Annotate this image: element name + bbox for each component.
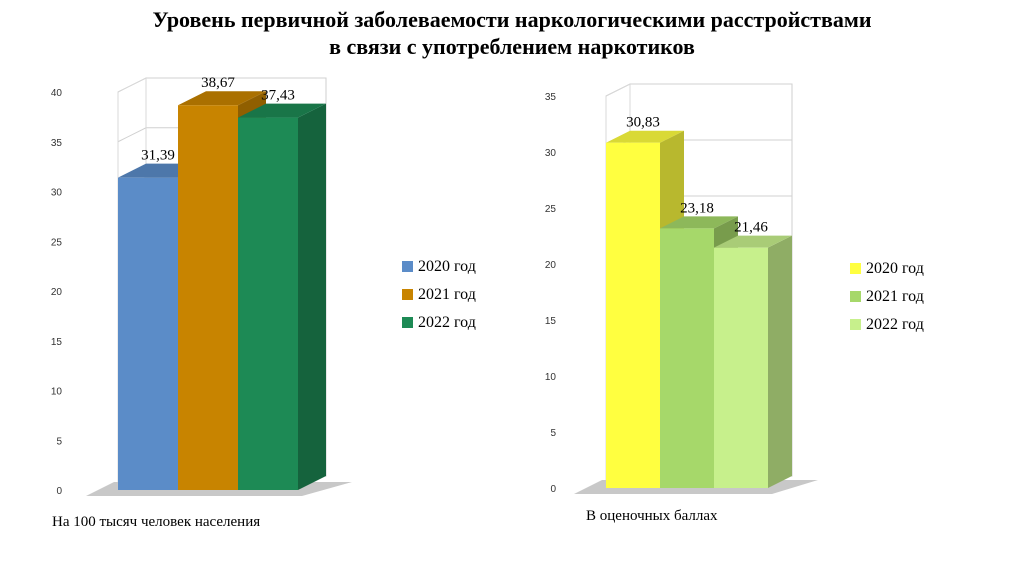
title-line-1: Уровень первичной заболеваемости нарколо… — [152, 7, 872, 32]
y-tick-label: 0 — [56, 486, 62, 497]
legend-label: 2020 год — [866, 260, 924, 277]
bar-front — [178, 105, 238, 491]
bar-front — [714, 247, 768, 488]
legend-item: 2021 год — [850, 288, 924, 305]
y-axis: 0 5 10 15 20 25 30 35 40 — [51, 88, 63, 497]
bar-2022-год: 37,43 — [238, 88, 326, 490]
bar-front — [118, 177, 178, 490]
y-tick-label: 30 — [545, 148, 557, 159]
y-tick-label: 25 — [51, 237, 63, 248]
legend-swatch — [402, 261, 413, 272]
bars: 31,39 38,67 37,43 — [118, 75, 326, 491]
bar-top — [606, 130, 684, 143]
legend-label: 2020 год — [418, 258, 476, 275]
legend-label: 2021 год — [866, 288, 924, 305]
legend-item: 2020 год — [402, 258, 476, 275]
legend-swatch — [850, 291, 861, 302]
bar-top — [714, 235, 792, 248]
y-axis: 0 5 10 15 20 25 30 35 — [545, 92, 557, 495]
legend-swatch — [402, 317, 413, 328]
data-label: 37,43 — [261, 88, 295, 104]
data-label: 31,39 — [141, 148, 175, 164]
chart-title: Уровень первичной заболеваемости нарколо… — [0, 6, 1024, 60]
x-axis-label: В оценочных баллах — [586, 508, 718, 524]
data-label: 30,83 — [626, 115, 660, 131]
legend-item: 2022 год — [402, 314, 476, 331]
y-tick-label: 20 — [51, 287, 63, 298]
y-tick-label: 35 — [51, 138, 63, 149]
legend-item: 2022 год — [850, 316, 924, 333]
bar-front — [660, 228, 714, 488]
legend: 2020 год 2021 год 2022 год — [402, 258, 476, 331]
bar-side — [768, 235, 792, 488]
data-label: 38,67 — [201, 75, 235, 91]
legend-item: 2021 год — [402, 286, 476, 303]
data-label: 21,46 — [734, 220, 768, 236]
y-tick-label: 0 — [550, 484, 556, 495]
legend-label: 2021 год — [418, 286, 476, 303]
legend-item: 2020 год — [850, 260, 924, 277]
legend-swatch — [402, 289, 413, 300]
y-tick-label: 15 — [545, 316, 557, 327]
y-tick-label: 10 — [545, 372, 557, 383]
legend-swatch — [850, 263, 861, 274]
y-tick-label: 25 — [545, 204, 557, 215]
title-line-2: в связи с употреблением наркотиков — [329, 34, 695, 59]
y-tick-label: 10 — [51, 387, 63, 398]
y-tick-label: 15 — [51, 337, 63, 348]
legend-label: 2022 год — [418, 314, 476, 331]
bar-top — [238, 103, 326, 118]
legend-label: 2022 год — [866, 316, 924, 333]
y-tick-label: 5 — [550, 428, 556, 439]
legend-swatch — [850, 319, 861, 330]
bar-top — [660, 216, 738, 229]
bars: 30,83 23,18 21,46 — [606, 115, 792, 489]
bar-side — [298, 103, 326, 490]
y-tick-label: 20 — [545, 260, 557, 271]
y-tick-label: 30 — [51, 188, 63, 199]
bar-front — [606, 142, 660, 489]
bar-top — [178, 91, 266, 106]
legend: 2020 год 2021 год 2022 год — [850, 260, 924, 333]
x-axis-label: На 100 тысяч человек населения — [52, 514, 260, 530]
y-tick-label: 5 — [56, 436, 62, 447]
data-label: 23,18 — [680, 200, 714, 216]
y-tick-label: 40 — [51, 88, 63, 99]
bar-2022-год: 21,46 — [714, 220, 792, 488]
bar-front — [238, 117, 298, 490]
y-tick-label: 35 — [545, 92, 557, 103]
